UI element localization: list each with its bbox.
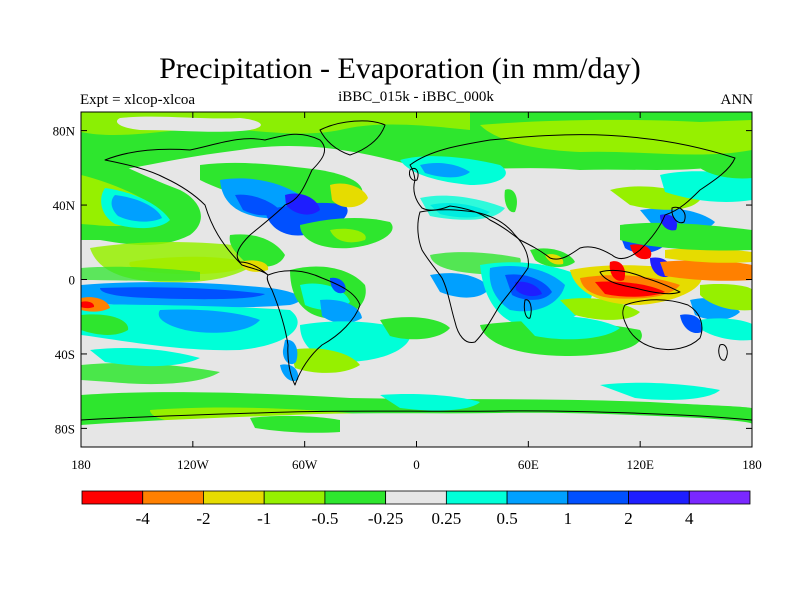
coastlines bbox=[81, 120, 752, 421]
south-pacific-red bbox=[81, 301, 95, 309]
colorbar-label: -4 bbox=[136, 509, 151, 528]
atlantic-light-green bbox=[330, 228, 366, 243]
x-tick-label: 120E bbox=[626, 457, 654, 472]
x-tick-label: 60W bbox=[292, 457, 318, 472]
north-pacific-blue bbox=[111, 195, 162, 222]
south-atlantic-green bbox=[380, 317, 450, 340]
greenland-coast bbox=[319, 120, 386, 156]
equatorial-darkblue bbox=[100, 287, 265, 300]
south-america-tip-blue bbox=[280, 364, 299, 382]
west-pacific-green bbox=[620, 222, 752, 251]
colorbar-box bbox=[385, 490, 447, 505]
y-axis: 80N 40N 0 40S 80S bbox=[53, 124, 752, 436]
colorbar-label: 0.5 bbox=[496, 509, 517, 528]
australia-coast bbox=[622, 299, 703, 351]
y-tick-label: 80N bbox=[53, 124, 76, 139]
x-tick-label: 0 bbox=[413, 457, 420, 472]
south-america-blue bbox=[320, 299, 362, 324]
southern-indian-cyan bbox=[520, 316, 620, 340]
caspian-green bbox=[504, 189, 517, 213]
colorbar-box bbox=[263, 490, 326, 505]
colorbar-box bbox=[142, 490, 204, 505]
southern-ocean-green-2 bbox=[81, 362, 220, 385]
y-tick-label: 40N bbox=[53, 198, 76, 213]
indian-ocean-deepblue bbox=[515, 281, 542, 297]
colorbar-label: -0.5 bbox=[311, 509, 338, 528]
south-pacific-blue bbox=[158, 309, 260, 333]
x-axis: 180 120W 60W 0 60E 120E 180 bbox=[71, 112, 762, 472]
plot-title: Precipitation - Evaporation (in mm/day) bbox=[159, 52, 641, 85]
y-tick-label: 0 bbox=[69, 273, 76, 288]
x-tick-label: 180 bbox=[71, 457, 91, 472]
south-america-coast bbox=[266, 270, 361, 386]
gulf-guinea-blue bbox=[430, 273, 490, 298]
colorbar-box bbox=[628, 490, 690, 505]
west-pacific-yellow bbox=[665, 248, 752, 263]
spcz-cyan bbox=[700, 318, 752, 341]
x-tick-label: 60E bbox=[518, 457, 539, 472]
colorbar-label: -2 bbox=[196, 509, 210, 528]
colorbar-label: 4 bbox=[685, 509, 694, 528]
antarctica-gray bbox=[81, 412, 752, 447]
experiment-label: Expt = xlcop-xlcoa bbox=[80, 92, 196, 108]
new-zealand-coast bbox=[718, 343, 728, 361]
siberia-green bbox=[480, 119, 752, 155]
indonesia-coast bbox=[599, 269, 681, 295]
eurasia-coast bbox=[409, 134, 736, 260]
japan-darkblue bbox=[660, 214, 678, 231]
europe-blue bbox=[420, 162, 470, 178]
x-tick-label: 180 bbox=[742, 457, 762, 472]
colorbar-labels: -4 -2 -1 -0.5 -0.25 0.25 0.5 1 2 4 bbox=[136, 509, 694, 528]
uk-coast bbox=[409, 167, 419, 181]
antarctica-coast bbox=[81, 410, 752, 421]
maritime-red bbox=[595, 281, 665, 297]
borneo-red bbox=[609, 261, 626, 281]
south-china-sea-red bbox=[630, 244, 652, 260]
southern-ocean-cyan bbox=[380, 393, 480, 411]
arctic-gray-gap bbox=[116, 116, 261, 132]
south-pacific-green bbox=[81, 314, 129, 335]
west-atlantic-darkblue bbox=[285, 193, 320, 215]
season-label: ANN bbox=[720, 92, 754, 108]
colorbar-label: 0.25 bbox=[431, 509, 461, 528]
colorbar-label: -0.25 bbox=[368, 509, 403, 528]
japan-coast bbox=[671, 206, 686, 224]
colorbar-box bbox=[688, 490, 751, 505]
colorbar-box bbox=[506, 490, 569, 505]
north-west-pacific-green bbox=[700, 157, 752, 179]
south-america-small-blue bbox=[330, 277, 346, 294]
north-atlantic-yellow bbox=[330, 183, 368, 208]
case-label: iBBC_015k - iBBC_000k bbox=[338, 89, 494, 105]
north-america-coast bbox=[104, 133, 325, 276]
antarctic-coast-green bbox=[250, 415, 340, 433]
contour-field bbox=[81, 112, 752, 447]
pacific-green-band bbox=[81, 266, 200, 281]
africa-coast bbox=[417, 209, 529, 344]
colorbar-label: -1 bbox=[257, 509, 271, 528]
south-west-pacific-green bbox=[700, 283, 752, 311]
north-west-pacific-cyan bbox=[660, 171, 752, 203]
patagonia-blue bbox=[282, 339, 298, 365]
colorbar-box bbox=[324, 490, 387, 505]
y-tick-label: 40S bbox=[55, 347, 75, 362]
colorbar-label: 2 bbox=[624, 509, 633, 528]
y-tick-label: 80S bbox=[55, 421, 75, 436]
colorbar-box bbox=[203, 490, 265, 505]
colorbar bbox=[81, 490, 751, 505]
colorbar-box bbox=[567, 490, 629, 505]
colorbar-box bbox=[445, 490, 508, 505]
west-pacific-orange bbox=[660, 260, 752, 281]
x-tick-label: 120W bbox=[177, 457, 210, 472]
madagascar-coast bbox=[523, 299, 532, 319]
south-atlantic-light bbox=[290, 348, 360, 373]
colorbar-box bbox=[81, 490, 144, 505]
southern-ocean-cyan-2 bbox=[600, 382, 720, 400]
southern-ocean-cyan-3 bbox=[90, 347, 200, 367]
colorbar-label: 1 bbox=[564, 509, 573, 528]
tasman-blue bbox=[680, 314, 703, 334]
